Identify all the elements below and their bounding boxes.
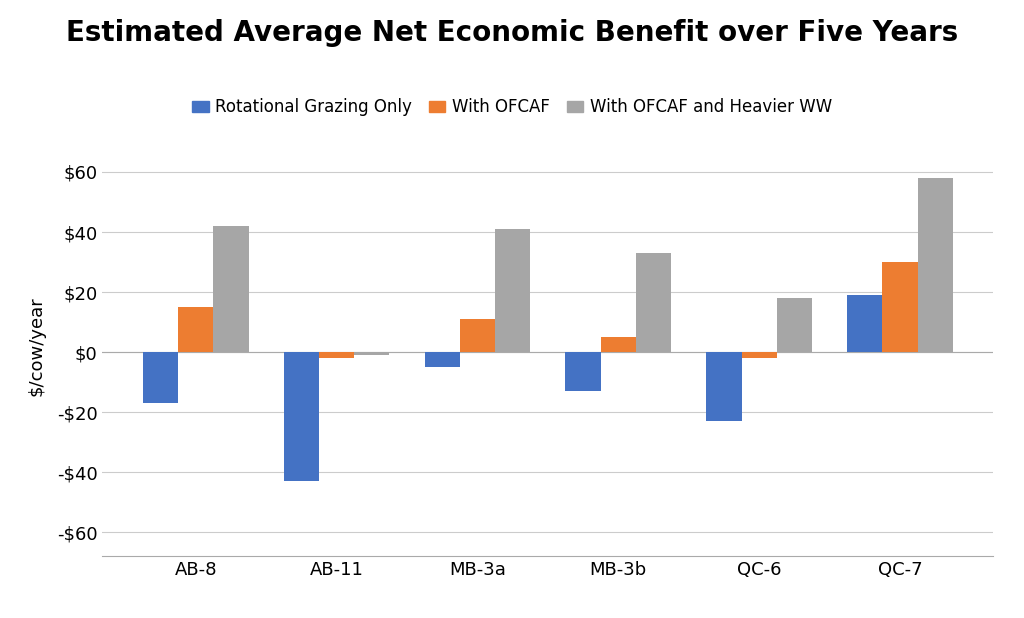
- Bar: [143, 352, 178, 403]
- Bar: [318, 352, 354, 358]
- Y-axis label: $/cow/year: $/cow/year: [28, 296, 46, 396]
- Bar: [565, 352, 601, 391]
- Bar: [354, 352, 389, 355]
- Bar: [495, 229, 530, 352]
- Text: Estimated Average Net Economic Benefit over Five Years: Estimated Average Net Economic Benefit o…: [66, 19, 958, 46]
- Bar: [636, 253, 671, 352]
- Bar: [425, 352, 460, 367]
- Legend: Rotational Grazing Only, With OFCAF, With OFCAF and Heavier WW: Rotational Grazing Only, With OFCAF, Wit…: [185, 91, 839, 123]
- Bar: [883, 262, 918, 352]
- Bar: [741, 352, 777, 358]
- Bar: [213, 226, 249, 352]
- Bar: [918, 178, 952, 352]
- Bar: [707, 352, 741, 421]
- Bar: [601, 337, 636, 352]
- Bar: [460, 319, 495, 352]
- Bar: [284, 352, 318, 481]
- Bar: [777, 298, 812, 352]
- Bar: [847, 295, 883, 352]
- Bar: [178, 307, 213, 352]
